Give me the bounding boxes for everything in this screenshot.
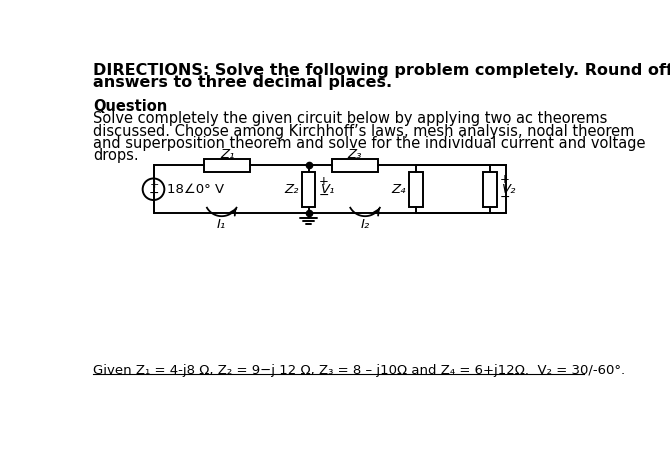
Text: +: + [318, 175, 328, 188]
Text: Solve completely the given circuit below by applying two ac theorems: Solve completely the given circuit below… [93, 112, 608, 127]
Text: Z₄: Z₄ [392, 183, 406, 196]
Text: drops.: drops. [93, 148, 139, 163]
Text: discussed. Choose among Kirchhoff’s laws, mesh analysis, nodal theorem: discussed. Choose among Kirchhoff’s laws… [93, 124, 634, 139]
Text: I₁: I₁ [217, 218, 226, 232]
Text: DIRECTIONS: Solve the following problem completely. Round off your: DIRECTIONS: Solve the following problem … [93, 63, 670, 78]
Text: Z₁: Z₁ [220, 148, 234, 161]
Text: +: + [149, 180, 159, 190]
Text: −: − [500, 191, 511, 204]
Bar [302, 172, 316, 207]
Text: Given Z₁ = 4-j8 Ω, Z₂ = 9−j 12 Ω, Z₃ = 8 – j10Ω and Z₄ = 6+j12Ω.  V₂ = 30/-60°.: Given Z₁ = 4-j8 Ω, Z₂ = 9−j 12 Ω, Z₃ = 8… [93, 364, 625, 377]
Text: answers to three decimal places.: answers to three decimal places. [93, 75, 392, 90]
Bar [483, 172, 497, 207]
Text: +: + [500, 173, 510, 186]
Bar [204, 159, 251, 172]
Text: Z₃: Z₃ [348, 148, 362, 161]
Bar [332, 159, 379, 172]
Bar [409, 172, 423, 207]
Text: Question: Question [93, 99, 168, 114]
Text: −: − [149, 188, 159, 200]
Text: 18∠0° V: 18∠0° V [168, 183, 224, 196]
Text: V₁: V₁ [321, 183, 336, 196]
Text: Z₂: Z₂ [284, 183, 298, 196]
Text: I₂: I₂ [360, 218, 370, 232]
Text: −: − [318, 189, 329, 202]
Text: and superposition theorem and solve for the individual current and voltage: and superposition theorem and solve for … [93, 136, 646, 151]
Text: V₂: V₂ [502, 183, 517, 196]
